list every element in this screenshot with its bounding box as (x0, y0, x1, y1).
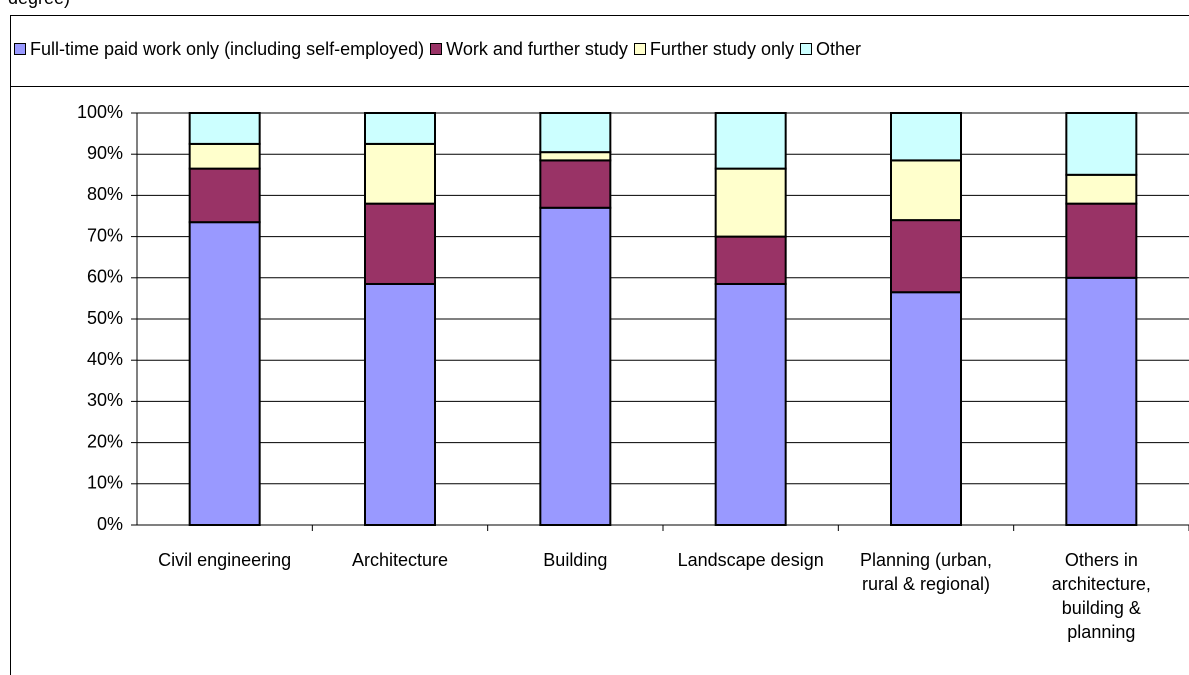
bar-segment (539, 151, 612, 162)
bar-segment (188, 142, 261, 170)
bar-segment (714, 235, 787, 285)
bar-segment (188, 221, 261, 526)
x-tick-label: Architecture (351, 550, 449, 570)
bar-segment (364, 202, 436, 285)
legend-label: Work and further study (446, 39, 628, 59)
bar-segment (890, 159, 962, 222)
bar-segment (188, 112, 261, 145)
legend-swatch (633, 43, 646, 55)
legend-item: Full-time paid work only (including self… (14, 38, 424, 60)
bar-segment (364, 112, 436, 145)
y-tick-label: 50% (87, 308, 123, 328)
y-tick-label: 90% (87, 143, 123, 163)
bar-segment (890, 112, 962, 162)
legend-swatch (430, 43, 443, 55)
y-tick-label: 70% (87, 225, 123, 245)
x-tick-label: Civil engineering (158, 550, 292, 570)
bar-segment (1065, 202, 1138, 279)
bar-segment (188, 167, 261, 224)
y-tick-label: 40% (87, 349, 123, 369)
bar-segment (890, 219, 962, 294)
bar-segment (1065, 173, 1138, 205)
legend-label: Other (815, 39, 861, 59)
y-tick-label: 100% (77, 102, 123, 122)
legend-item: Other (799, 38, 861, 60)
y-tick-label: 30% (87, 390, 123, 410)
legend: Full-time paid work only (including self… (14, 38, 867, 60)
bar-segment (1065, 276, 1138, 526)
legend-item: Further study only (633, 38, 794, 60)
x-tick-label: Landscape design (677, 550, 824, 570)
bar-segment (364, 142, 436, 205)
bar-segment (714, 167, 787, 238)
y-tick-label: 20% (87, 431, 123, 451)
chart-title: degree) (8, 0, 70, 9)
bar-segment (539, 159, 612, 209)
x-tick-label: Planning (urban, rural & regional) (859, 550, 993, 594)
x-tick-label: Others in architecture, building & plann… (1051, 550, 1151, 642)
y-tick-label: 60% (87, 267, 123, 287)
x-tick-label: Building (543, 550, 608, 570)
y-tick-label: 10% (87, 473, 123, 493)
bar-segment (890, 291, 962, 526)
y-tick-label: 80% (87, 184, 123, 204)
legend-label: Full-time paid work only (including self… (30, 39, 425, 59)
legend-item: Work and further study (430, 38, 628, 60)
bar-segment (364, 282, 436, 527)
y-tick-label: 0% (97, 514, 123, 534)
bar-segment (714, 112, 787, 170)
bar-segment (539, 112, 612, 154)
bar-segment (1065, 112, 1138, 176)
legend-swatch (799, 43, 812, 55)
legend-swatch (14, 43, 26, 55)
bar-segment (539, 206, 612, 526)
legend-label: Further study only (649, 39, 794, 59)
bar-segment (714, 282, 787, 527)
